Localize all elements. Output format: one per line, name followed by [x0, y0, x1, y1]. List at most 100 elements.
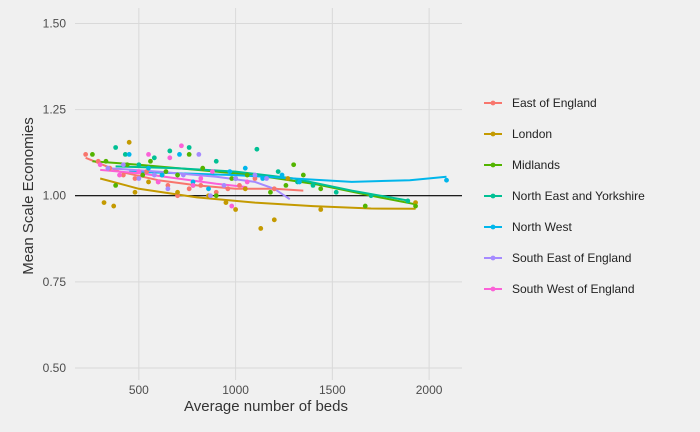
x-axis-title: Average number of beds — [184, 398, 348, 415]
y-tick-label: 1.00 — [43, 189, 67, 203]
data-point — [136, 176, 142, 181]
x-tick-label: 2000 — [416, 383, 443, 397]
data-point — [198, 182, 204, 188]
data-point — [126, 139, 132, 145]
legend-key-point — [490, 286, 496, 292]
legend-item: North West — [484, 220, 572, 234]
legend-label: London — [512, 127, 552, 141]
data-point — [275, 169, 281, 175]
y-tick-label: 1.50 — [43, 17, 67, 31]
data-point — [105, 165, 111, 171]
data-point — [124, 162, 130, 168]
points-layer — [83, 139, 449, 231]
data-point — [175, 193, 180, 199]
data-point — [318, 186, 324, 192]
data-point — [111, 203, 117, 209]
data-point — [252, 176, 258, 181]
legend-label: Midlands — [512, 158, 560, 172]
data-point — [254, 146, 260, 152]
fit-line — [99, 177, 416, 210]
legend-key-point — [490, 193, 496, 199]
data-point — [242, 165, 248, 171]
legend-key-point — [490, 100, 496, 106]
legend-item: North East and Yorkshire — [484, 189, 645, 203]
legend-label: East of England — [512, 96, 597, 110]
data-point — [206, 186, 211, 192]
data-point — [132, 176, 138, 181]
data-point — [146, 165, 151, 171]
data-point — [225, 186, 231, 192]
data-point — [113, 182, 119, 188]
data-point — [186, 186, 192, 192]
legend-item: Midlands — [484, 158, 560, 172]
legend-key-point — [490, 255, 496, 261]
data-point — [190, 182, 196, 188]
data-point — [198, 176, 204, 181]
legend-label: North East and Yorkshire — [512, 189, 645, 203]
data-point — [167, 148, 173, 154]
y-tick-labels: 0.50 0.75 1.00 1.25 1.50 — [43, 17, 67, 375]
data-point — [362, 203, 368, 209]
data-point — [209, 169, 215, 175]
data-point — [233, 176, 239, 181]
data-point — [291, 162, 297, 168]
data-point — [167, 155, 173, 161]
data-point — [136, 169, 142, 175]
data-point — [186, 151, 192, 157]
data-point — [368, 193, 374, 199]
data-point — [227, 169, 233, 175]
data-point — [117, 172, 122, 178]
data-point — [177, 151, 182, 157]
data-point — [155, 179, 161, 185]
y-tick-label: 0.50 — [43, 361, 67, 375]
data-point — [318, 207, 324, 212]
data-point — [244, 172, 250, 178]
data-point — [213, 158, 219, 164]
legend-item: London — [484, 127, 552, 141]
legend-label: South West of England — [512, 282, 635, 296]
data-point — [285, 176, 291, 181]
data-point — [252, 172, 258, 178]
data-point — [271, 217, 277, 223]
data-point — [279, 172, 285, 178]
x-tick-label: 500 — [129, 383, 149, 397]
data-point — [163, 169, 169, 175]
data-point — [126, 151, 132, 157]
legend-key-point — [490, 162, 496, 168]
legend-key-point — [490, 131, 496, 137]
data-point — [148, 158, 153, 164]
data-point — [196, 151, 202, 157]
legend-item: East of England — [484, 96, 597, 110]
grid-layer — [75, 8, 462, 380]
data-point — [229, 176, 235, 181]
legend-key-point — [490, 224, 496, 230]
legend-label: North West — [512, 220, 572, 234]
data-point — [132, 189, 138, 195]
legend-item: South West of England — [484, 282, 635, 296]
data-point — [297, 179, 302, 185]
legend-item: South East of England — [484, 251, 631, 265]
data-point — [146, 151, 151, 157]
x-tick-label: 1000 — [222, 383, 249, 397]
data-point — [310, 182, 316, 188]
x-tick-labels: 500 1000 1500 2000 — [129, 383, 443, 397]
data-point — [300, 172, 306, 178]
data-point — [151, 155, 157, 161]
data-point — [208, 193, 213, 199]
data-point — [444, 177, 449, 183]
data-point — [283, 182, 289, 188]
data-point — [244, 179, 250, 185]
y-tick-label: 0.75 — [43, 275, 67, 289]
data-point — [146, 179, 151, 185]
data-point — [213, 189, 219, 195]
data-point — [175, 189, 180, 195]
data-point — [233, 207, 239, 212]
data-point — [413, 203, 418, 209]
data-point — [151, 172, 157, 178]
data-point — [271, 186, 277, 192]
y-axis-title: Mean Scale Economies — [20, 117, 37, 275]
fit-line — [100, 168, 248, 189]
data-point — [165, 182, 171, 188]
data-point — [90, 151, 95, 157]
